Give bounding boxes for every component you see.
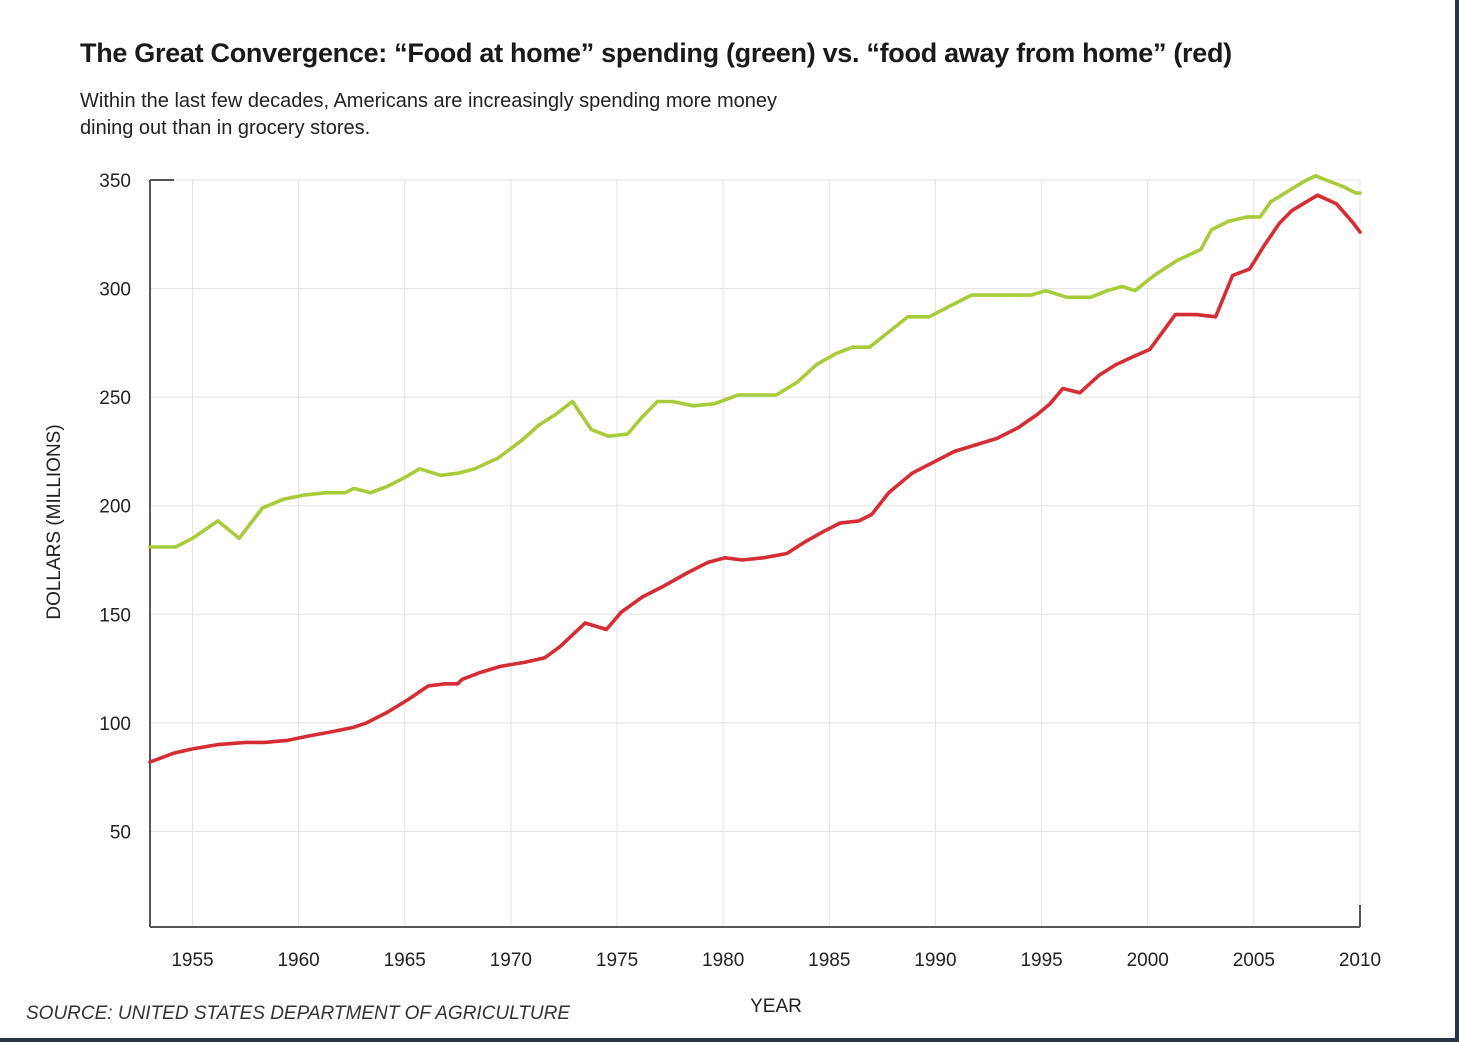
y-tick-label: 250 bbox=[99, 388, 131, 409]
x-tick-label: 1975 bbox=[596, 950, 638, 971]
y-axis-label: DOLLARS (MILLIONS) bbox=[44, 424, 65, 619]
x-tick-label: 2005 bbox=[1233, 950, 1275, 971]
series-line-green bbox=[148, 173, 1362, 549]
series-line-red bbox=[148, 193, 1362, 764]
x-tick-label: 1980 bbox=[702, 950, 744, 971]
x-tick-label: 1990 bbox=[914, 950, 956, 971]
x-tick-labels: 1955 1960 1965 1970 1975 1980 1985 1990 1995 2000… bbox=[171, 950, 1381, 971]
x-tick-label: 2010 bbox=[1339, 950, 1381, 971]
x-tick-label: 1955 bbox=[171, 950, 213, 971]
axes bbox=[149, 179, 1361, 928]
x-tick-label: 2000 bbox=[1127, 950, 1169, 971]
y-tick-label: 350 bbox=[99, 171, 131, 192]
chart-title: The Great Convergence: “Food at home” sp… bbox=[80, 38, 1232, 68]
source-note: SOURCE: UNITED STATES DEPARTMENT OF AGRI… bbox=[26, 1003, 571, 1024]
y-tick-label: 300 bbox=[99, 280, 131, 301]
y-tick-label: 100 bbox=[99, 714, 131, 735]
series-lines bbox=[148, 173, 1362, 764]
y-tick-labels: 50 100 150 200 250 300 350 bbox=[99, 171, 131, 843]
x-axis-label: YEAR bbox=[750, 996, 802, 1017]
x-tick-label: 1970 bbox=[490, 950, 532, 971]
y-tick-label: 50 bbox=[110, 822, 131, 843]
x-tick-label: 1965 bbox=[384, 950, 426, 971]
x-tick-label: 1985 bbox=[808, 950, 850, 971]
y-tick-label: 150 bbox=[99, 605, 131, 626]
grid-lines bbox=[150, 179, 1361, 927]
x-tick-label: 1995 bbox=[1020, 950, 1062, 971]
chart-subtitle: Within the last few decades, Americans a… bbox=[80, 90, 778, 139]
x-tick-label: 1960 bbox=[277, 950, 319, 971]
y-tick-label: 200 bbox=[99, 497, 131, 518]
